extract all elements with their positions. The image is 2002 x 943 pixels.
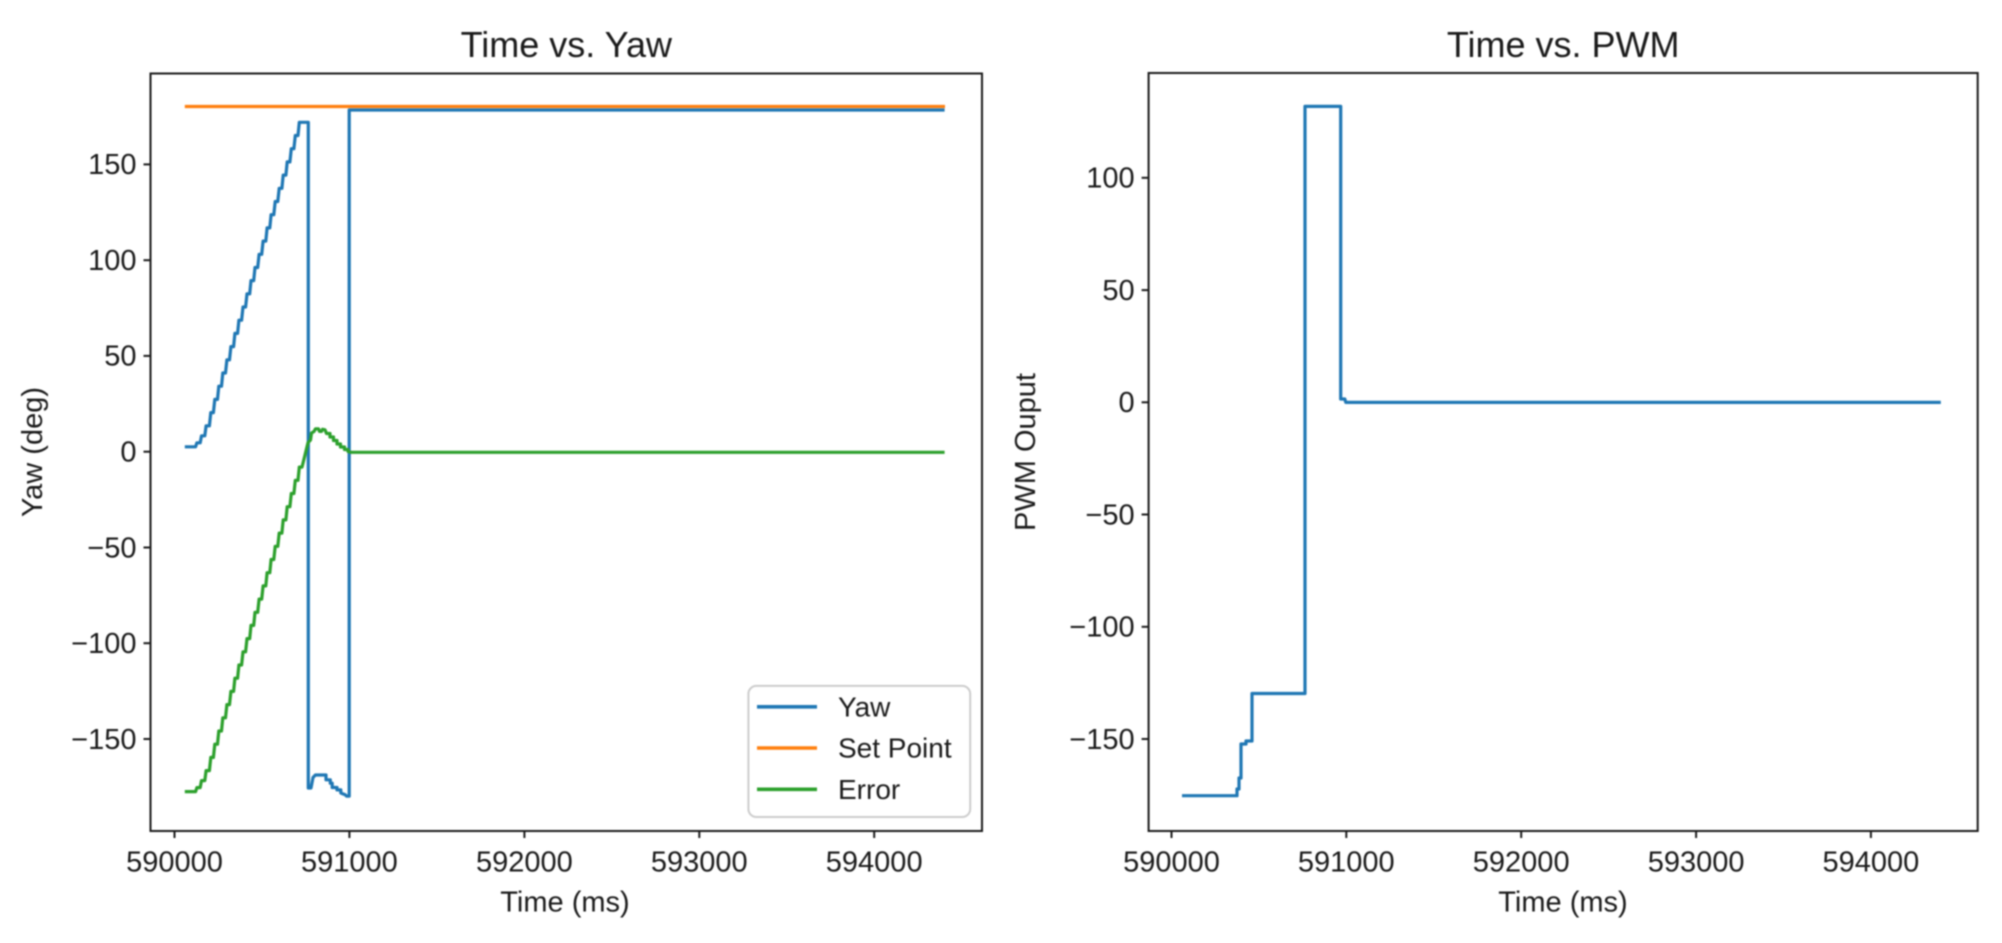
svg-text:Error: Error [838,774,900,805]
svg-text:594000: 594000 [826,847,923,879]
svg-text:0: 0 [1118,387,1134,419]
svg-text:100: 100 [1086,163,1134,195]
svg-text:591000: 591000 [1298,847,1395,879]
svg-text:593000: 593000 [1648,847,1745,879]
svg-text:594000: 594000 [1823,847,1920,879]
svg-text:PWM Ouput: PWM Ouput [1010,373,1042,531]
svg-text:Time vs. Yaw: Time vs. Yaw [461,24,673,65]
svg-text:Yaw (deg): Yaw (deg) [17,387,49,517]
svg-text:590000: 590000 [126,847,223,879]
svg-text:593000: 593000 [651,847,748,879]
svg-text:592000: 592000 [476,847,573,879]
svg-text:150: 150 [88,149,136,181]
svg-text:−50: −50 [1085,499,1134,531]
svg-text:Yaw: Yaw [838,691,891,722]
svg-text:591000: 591000 [301,847,398,879]
svg-text:−100: −100 [71,628,136,660]
svg-text:0: 0 [120,437,136,469]
svg-text:100: 100 [88,245,136,277]
svg-text:−150: −150 [1069,724,1134,756]
svg-text:Set Point: Set Point [838,733,952,764]
svg-text:Time vs. PWM: Time vs. PWM [1447,24,1680,65]
svg-text:50: 50 [1102,275,1134,307]
svg-text:Time (ms): Time (ms) [1498,886,1627,918]
svg-text:592000: 592000 [1473,847,1570,879]
svg-text:50: 50 [104,341,136,373]
svg-text:−100: −100 [1069,612,1134,644]
svg-text:590000: 590000 [1123,847,1220,879]
svg-text:−150: −150 [71,724,136,756]
svg-text:Time (ms): Time (ms) [500,886,629,918]
svg-text:−50: −50 [87,532,136,564]
